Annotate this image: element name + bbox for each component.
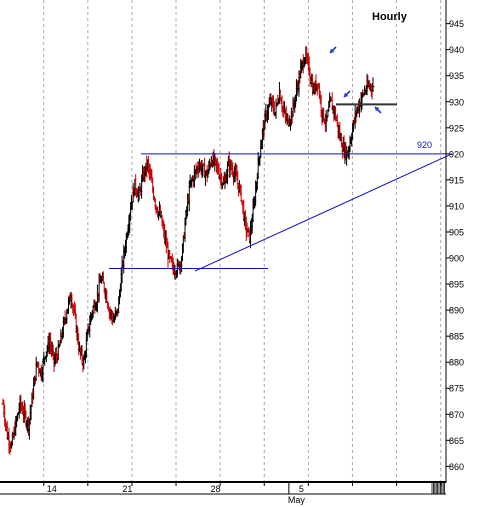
arrow-top-head <box>330 48 335 53</box>
y-tick-label-3: 875 <box>449 384 464 394</box>
arrow-mid <box>343 90 351 98</box>
y-tick-label-0: 860 <box>449 462 464 472</box>
price-bar-435 <box>371 77 375 92</box>
arrow-top <box>329 46 337 54</box>
y-tick-label-1: 865 <box>449 436 464 446</box>
y-tick-label-9: 905 <box>449 227 464 237</box>
y-tick-label-4: 880 <box>449 358 464 368</box>
vertical-gridlines <box>43 0 442 482</box>
x-tick-label-1: 21 <box>122 484 132 494</box>
arrow-mid-head <box>344 92 349 97</box>
month-label: May <box>288 495 306 505</box>
y-tick-label-2: 870 <box>449 410 464 420</box>
y-tick-label-5: 885 <box>449 332 464 342</box>
y-tick-label-17: 945 <box>449 19 464 29</box>
y-tick-label-16: 940 <box>449 45 464 55</box>
y-tick-label-12: 920 <box>449 149 464 159</box>
y-axis: 860 865 870 875 880 885 890 895 900 905 910 915 920 9… <box>446 19 464 472</box>
annotations: 920 <box>109 46 453 272</box>
y-tick-label-13: 925 <box>449 123 464 133</box>
arrow-right-head <box>375 107 380 112</box>
x-tick-label-3: 5 <box>299 484 304 494</box>
arrow-right <box>374 106 382 114</box>
rising-trendline <box>194 153 453 272</box>
resistance-label-920: 920 <box>417 140 432 150</box>
y-tick-label-14: 930 <box>449 97 464 107</box>
x-tick-label-0: 14 <box>47 484 57 494</box>
chart-title: Hourly <box>372 11 408 23</box>
y-tick-label-10: 910 <box>449 201 464 211</box>
y-tick-label-15: 935 <box>449 71 464 81</box>
y-tick-label-6: 890 <box>449 306 464 316</box>
y-tick-label-8: 900 <box>449 254 464 264</box>
y-tick-label-7: 895 <box>449 280 464 290</box>
x-tick-label-2: 28 <box>211 484 221 494</box>
price-bars <box>1 46 375 455</box>
y-tick-label-11: 915 <box>449 175 464 185</box>
